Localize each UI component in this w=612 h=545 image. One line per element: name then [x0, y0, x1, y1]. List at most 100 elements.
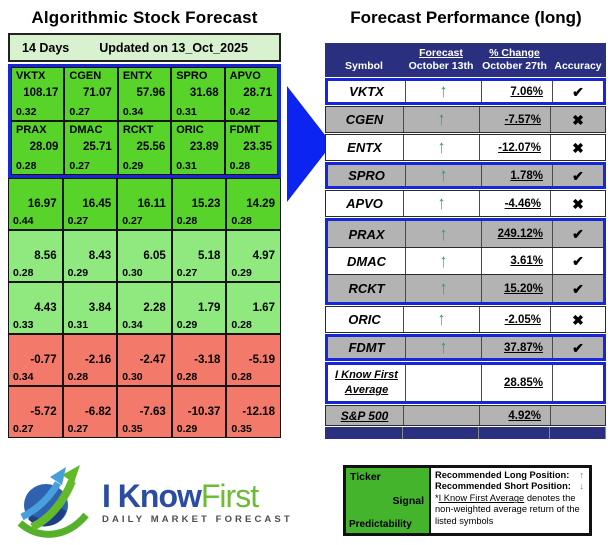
change-cell: 28.85% [482, 365, 553, 401]
symbol-header-label: Symbol [345, 59, 383, 72]
up-arrow-icon: ↑ [439, 164, 448, 187]
forecast-cell: -6.82 0.27 [62, 386, 118, 438]
performance-row: APVO ↑ -4.46% ✖ [325, 190, 606, 217]
predictability-value: 0.27 [176, 267, 198, 279]
symbol-label: ORIC [348, 312, 381, 327]
forecast-cell: VKTX 108.17 0.32 [11, 67, 65, 121]
signal-value: 16.97 [27, 198, 57, 210]
legend-average-note: *I Know First Average denotes the non-we… [435, 493, 586, 526]
symbol-label: SPRO [348, 168, 385, 183]
legend-box: Ticker Signal Predictability Recommended… [343, 465, 592, 536]
performance-row: CGEN ↑ -7.57% ✖ [325, 106, 606, 133]
forecast-cell: DMAC 25.71 0.27 [64, 121, 118, 175]
forecast-cell: 6.05 0.30 [117, 230, 172, 282]
forecast-cell: ENTX 57.96 0.34 [117, 67, 172, 121]
symbol-cell: APVO [326, 191, 404, 216]
signal-value: -7.63 [139, 406, 166, 418]
forecast-cell: ↑ [406, 221, 482, 247]
forecast-cell [404, 406, 480, 425]
up-arrow-icon: ↑ [437, 136, 446, 159]
forecast-cell: -10.37 0.29 [171, 386, 227, 438]
predictability-value: 0.28 [229, 160, 251, 172]
symbol-label: CGEN [345, 112, 384, 127]
predictability-value: 0.29 [176, 423, 198, 435]
up-arrow-icon: ↑ [579, 470, 584, 480]
signal-value: 16.11 [137, 198, 166, 210]
predictability-value: 0.28 [231, 371, 252, 383]
forecast-cell: -5.72 0.27 [8, 386, 63, 438]
ticker-label: PRAX [16, 124, 47, 136]
cross-icon: ✖ [572, 311, 584, 328]
symbol-cell: FDMT [328, 337, 406, 358]
performance-table: Symbol Forecast October 13th % Change Octo… [325, 43, 606, 439]
change-cell: 7.06% [482, 81, 553, 102]
change-value: -12.07% [498, 141, 541, 154]
forecast-cell: 1.79 0.29 [171, 282, 227, 334]
left-panel-title: Algorithmic Stock Forecast [31, 8, 258, 27]
signal-value: -0.77 [30, 354, 57, 366]
symbol-cell: PRAX [328, 221, 406, 247]
signal-value: 14.29 [246, 198, 275, 210]
symbol-label: VKTX [349, 84, 384, 99]
check-icon: ✔ [572, 339, 584, 356]
change-cell: 1.78% [482, 165, 553, 186]
forecast-cell: 2.28 0.34 [117, 282, 172, 334]
accuracy-cell: ✖ [551, 307, 605, 332]
accuracy-cell [553, 365, 603, 401]
predictability-value: 0.35 [122, 423, 143, 435]
logo-globe-arrows-icon [17, 465, 89, 538]
predictability-value: 0.30 [122, 371, 143, 383]
performance-row: ENTX ↑ -12.07% ✖ [325, 134, 606, 161]
right-panel-title: Forecast Performance (long) [350, 8, 582, 27]
forecast-cell: -2.16 0.28 [62, 334, 118, 386]
forecast-date-label: October 13th [408, 59, 474, 72]
performance-row: ORIC ↑ -2.05% ✖ [325, 306, 606, 333]
symbol-cell: SPRO [328, 165, 406, 186]
change-value: 37.87% [503, 341, 543, 354]
signal-value: -10.37 [187, 406, 221, 418]
ticker-label: DMAC [69, 124, 103, 136]
accuracy-cell: ✔ [553, 81, 603, 102]
signal-value: -12.18 [242, 406, 275, 418]
signal-value: -5.72 [30, 406, 57, 418]
performance-row: RCKT ↑ 15.20% ✔ [328, 275, 603, 302]
logo-text-iknow: I Know [102, 478, 202, 514]
predictability-value: 0.34 [122, 319, 143, 331]
predictability-value: 0.31 [67, 319, 89, 331]
accuracy-cell: ✔ [553, 165, 603, 186]
forecast-cell: ↑ [406, 275, 482, 302]
legend-signal-label: Signal [392, 495, 424, 507]
note-asterisk: * [435, 493, 439, 504]
accuracy-cell: ✔ [553, 221, 603, 247]
symbol-label: DMAC [347, 253, 386, 269]
change-value: 15.20% [503, 282, 543, 295]
forecast-cell: 4.97 0.29 [226, 230, 281, 282]
logo-text-first: First [200, 478, 259, 514]
note-rest-text: denotes the non-weighted average return … [435, 493, 580, 526]
accuracy-cell: ✔ [553, 248, 603, 274]
forecast-column-header: Forecast October 13th [403, 43, 479, 77]
signal-value: 1.79 [197, 302, 221, 314]
forecast-cell: ↑ [404, 191, 480, 216]
predictability-value: 0.28 [13, 267, 34, 279]
top-picks-highlight-box: VKTX 108.17 0.32 CGEN 71.07 0.27 ENTX 57.96 0.… [8, 64, 281, 178]
predictability-value: 0.31 [176, 160, 197, 172]
forecast-row: PRAX 28.09 0.28 DMAC 25.71 0.27 RCKT 25.56 0.2… [11, 121, 279, 175]
forecast-header-label: Forecast [419, 46, 463, 59]
symbol-cell: VKTX [328, 81, 406, 102]
predictability-value: 0.44 [13, 215, 34, 227]
signal-value: 1.67 [252, 302, 275, 314]
down-arrow-icon: ↓ [579, 481, 584, 492]
forecast-cell: ↑ [406, 248, 482, 274]
up-arrow-icon: ↑ [437, 308, 446, 331]
predictability-value: 0.35 [231, 423, 252, 435]
predictability-value: 0.28 [231, 215, 252, 227]
change-value: 249.12% [497, 228, 543, 240]
symbol-cell: CGEN [326, 107, 404, 132]
ikf-average-line2: Average [344, 384, 389, 396]
check-icon: ✔ [572, 167, 584, 184]
footer-cell [479, 427, 550, 439]
symbol-cell: DMAC [328, 248, 406, 274]
signal-value: -3.18 [194, 354, 221, 366]
forecast-heatmap-table: VKTX 108.17 0.32 CGEN 71.07 0.27 ENTX 57.96 0.… [8, 64, 281, 438]
